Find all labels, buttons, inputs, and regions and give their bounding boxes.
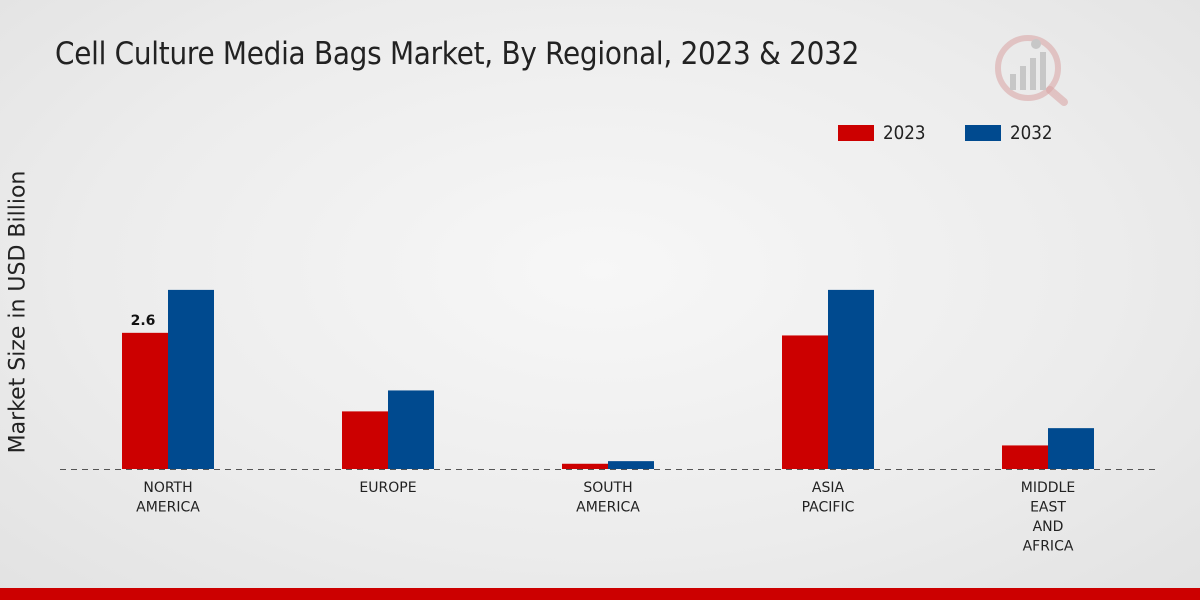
x-tick-label: ASIA PACIFIC <box>802 480 855 516</box>
legend-label-2032: 2032 <box>1010 122 1053 144</box>
brand-logo-icon <box>995 35 1068 106</box>
footer-accent-bar <box>0 588 1200 600</box>
legend-item-2032: 2032 <box>965 122 1058 144</box>
chart-title: Cell Culture Media Bags Market, By Regio… <box>55 36 860 72</box>
legend-swatch-2032 <box>965 125 1002 141</box>
bar-2032-cat0 <box>168 289 214 469</box>
chart-legend: 2023 2032 <box>838 122 1093 144</box>
bar-2023-cat3 <box>782 335 828 469</box>
bar-2023-cat1 <box>342 411 388 469</box>
data-label-2023-cat0: 2.6 <box>131 313 156 329</box>
x-tick-label: NORTH AMERICA <box>136 480 200 516</box>
legend-swatch-2023 <box>838 125 874 141</box>
bar-2023-cat2 <box>562 463 608 469</box>
bar-2032-cat4 <box>1048 428 1094 469</box>
bar-2023-cat4 <box>1002 445 1048 469</box>
bar-2023-cat0 <box>122 332 168 469</box>
bar-2032-cat2 <box>608 461 654 469</box>
bar-2032-cat3 <box>828 289 874 469</box>
bar-2032-cat1 <box>388 390 434 469</box>
x-tick-label: EUROPE <box>359 480 416 496</box>
legend-label-2023: 2023 <box>883 122 926 144</box>
x-tick-label: SOUTH AMERICA <box>576 480 640 516</box>
legend-item-2023: 2023 <box>838 122 931 144</box>
x-tick-label: MIDDLE EAST AND AFRICA <box>1021 480 1075 555</box>
